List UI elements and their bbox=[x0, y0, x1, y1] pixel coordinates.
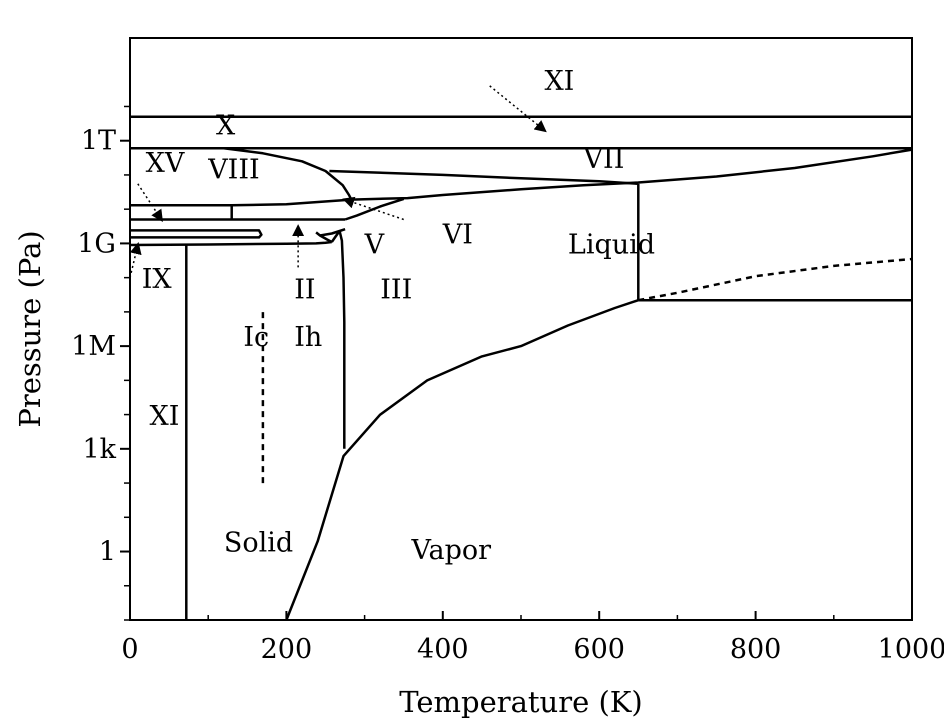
phase-boundary-9 bbox=[129, 240, 332, 247]
y-tick-label-1: 1k bbox=[82, 434, 116, 465]
x-tick-label-4: 800 bbox=[730, 634, 782, 665]
region-label-2: XV bbox=[146, 148, 185, 179]
region-label-11: Liquid bbox=[568, 230, 655, 261]
region-label-16: Vapor bbox=[411, 535, 492, 566]
phase-boundary-4 bbox=[130, 148, 913, 207]
phase-boundary-16 bbox=[285, 299, 639, 621]
phase-boundary-2 bbox=[223, 147, 353, 201]
region-label-14: XI bbox=[150, 401, 180, 432]
region-label-13: Ih bbox=[294, 322, 322, 353]
x-axis-ticks: 0 200 400 600 800 1000 bbox=[121, 611, 944, 665]
region-label-3: VIII bbox=[207, 154, 260, 185]
y-tick-label-4: 1T bbox=[81, 126, 116, 157]
phase-boundary-11 bbox=[319, 228, 346, 237]
region-label-1: X bbox=[216, 111, 236, 142]
phase-boundary-13 bbox=[338, 230, 346, 449]
region-label-15: Solid bbox=[224, 528, 293, 559]
phase-boundary-12 bbox=[330, 230, 341, 243]
phase-boundary-8 bbox=[130, 229, 263, 239]
phase-boundary-lines bbox=[129, 115, 913, 621]
x-tick-label-5: 1000 bbox=[878, 634, 944, 665]
y-tick-label-3: 1G bbox=[77, 228, 116, 259]
region-label-12: Ic bbox=[243, 322, 269, 353]
region-label-0: XI bbox=[544, 66, 574, 97]
phase-boundary-10 bbox=[315, 231, 333, 244]
x-axis-title: Temperature (K) bbox=[399, 685, 643, 719]
y-tick-label-0: 1 bbox=[99, 537, 116, 568]
region-label-10: III bbox=[380, 274, 412, 305]
region-label-8: IX bbox=[142, 264, 173, 295]
leader-arrow-0 bbox=[489, 85, 547, 133]
region-label-9: II bbox=[294, 274, 315, 305]
leader-arrow-2 bbox=[342, 196, 404, 221]
y-axis-ticks: 1 1k 1M 1G 1T bbox=[71, 105, 130, 621]
phase-boundary-7 bbox=[344, 197, 405, 221]
region-label-4: VII bbox=[583, 144, 625, 175]
y-tick-label-2: 1M bbox=[71, 331, 116, 362]
x-tick-label-1: 200 bbox=[261, 634, 313, 665]
x-tick-label-2: 400 bbox=[417, 634, 469, 665]
region-label-7: V bbox=[364, 230, 385, 261]
x-tick-label-0: 0 bbox=[121, 634, 138, 665]
leader-arrow-3 bbox=[129, 242, 142, 278]
y-axis-title: Pressure (Pa) bbox=[13, 230, 47, 427]
label-leader-arrows bbox=[129, 85, 547, 278]
x-tick-label-3: 600 bbox=[573, 634, 625, 665]
leader-arrow-1 bbox=[137, 183, 163, 222]
phase-boundary-3 bbox=[329, 169, 639, 186]
phase-boundary-19 bbox=[638, 257, 913, 302]
region-label-6: VI bbox=[442, 219, 473, 250]
